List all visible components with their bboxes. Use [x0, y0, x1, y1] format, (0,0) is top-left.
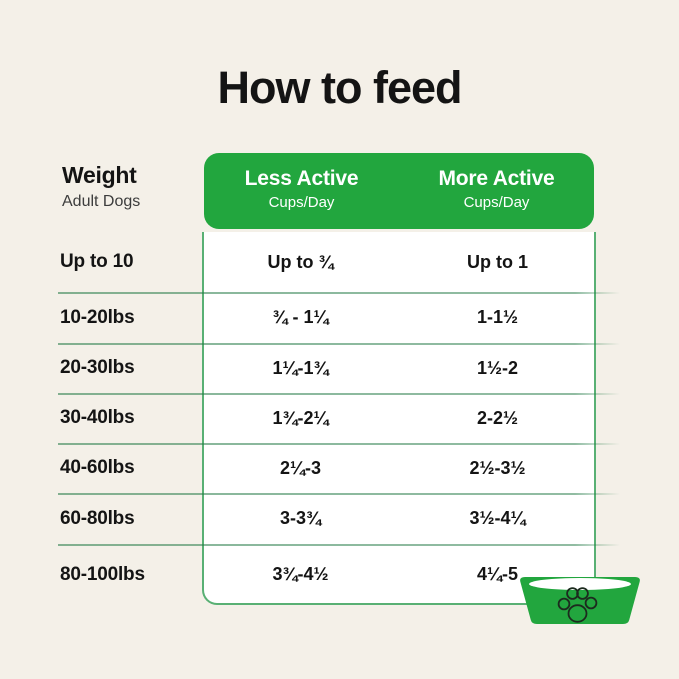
weight-header-subtitle: Adult Dogs: [62, 193, 141, 210]
table-row: 10-20lbs ¾ - 1¼ 1-1½: [60, 292, 596, 343]
row-more-active-value: 3½-4¼: [469, 508, 526, 528]
row-more-active-value: 2-2½: [476, 407, 519, 428]
row-divider: [58, 443, 620, 445]
page-title: How to feed: [217, 62, 463, 113]
weight-column-header: Weight Adult Dogs: [62, 162, 140, 211]
table-body-card: [202, 232, 596, 605]
table-row: 40-60lbs 2¼-3 2½-3½: [60, 443, 596, 493]
table-row: 60-80lbs 3-3¾ 3½-4¼: [60, 493, 596, 544]
less-active-header: Less Active Cups/Day: [204, 153, 399, 229]
less-active-title: Less Active: [244, 167, 359, 190]
row-weight-label: 20-30lbs: [60, 357, 135, 378]
row-divider: [58, 493, 620, 495]
paw-print: [557, 587, 598, 623]
row-less-active-value: 3¾-4½: [272, 564, 329, 584]
row-divider: [58, 393, 620, 395]
row-less-active-value: 2¼-3: [279, 457, 322, 478]
less-active-subtitle: Cups/Day: [268, 194, 335, 211]
row-more-active-value: 1-1½: [476, 307, 519, 327]
row-weight-label: 60-80lbs: [60, 507, 135, 529]
row-weight-label: Up to 10: [60, 251, 134, 272]
row-less-active-value: 1¾-2¼: [272, 407, 329, 428]
row-weight-label: 40-60lbs: [60, 457, 135, 478]
row-more-active-value: Up to 1: [467, 251, 528, 272]
table-row: 80-100lbs 3¾-4½ 4¼-5: [60, 544, 596, 605]
row-more-active-value: 1½-2: [476, 357, 519, 378]
row-weight-label: 30-40lbs: [60, 407, 135, 428]
dog-bowl-paw-icon: [520, 577, 640, 624]
table-row: 20-30lbs 1¼-1¾ 1½-2: [60, 343, 596, 393]
row-weight-label: 10-20lbs: [60, 306, 135, 328]
row-more-active-value: 4¼-5: [476, 564, 519, 584]
row-divider: [58, 343, 620, 345]
bowl-opening: [529, 578, 631, 590]
more-active-title: More Active: [438, 167, 555, 190]
more-active-subtitle: Cups/Day: [463, 194, 530, 211]
row-less-active-value: 1¼-1¾: [272, 357, 329, 378]
row-less-active-value: ¾ - 1¼: [272, 307, 329, 327]
row-less-active-value: Up to ¾: [267, 251, 334, 272]
table-header-card: Less Active Cups/Day More Active Cups/Da…: [204, 153, 594, 229]
row-weight-label: 80-100lbs: [60, 563, 145, 585]
row-divider: [58, 292, 620, 294]
row-more-active-value: 2½-3½: [469, 457, 526, 478]
more-active-header: More Active Cups/Day: [399, 153, 594, 229]
table-row: 30-40lbs 1¾-2¼ 2-2½: [60, 393, 596, 443]
table-row: Up to 10 Up to ¾ Up to 1: [60, 232, 596, 292]
row-divider: [58, 544, 620, 546]
weight-header-title: Weight: [62, 162, 137, 188]
row-less-active-value: 3-3¾: [279, 508, 322, 528]
